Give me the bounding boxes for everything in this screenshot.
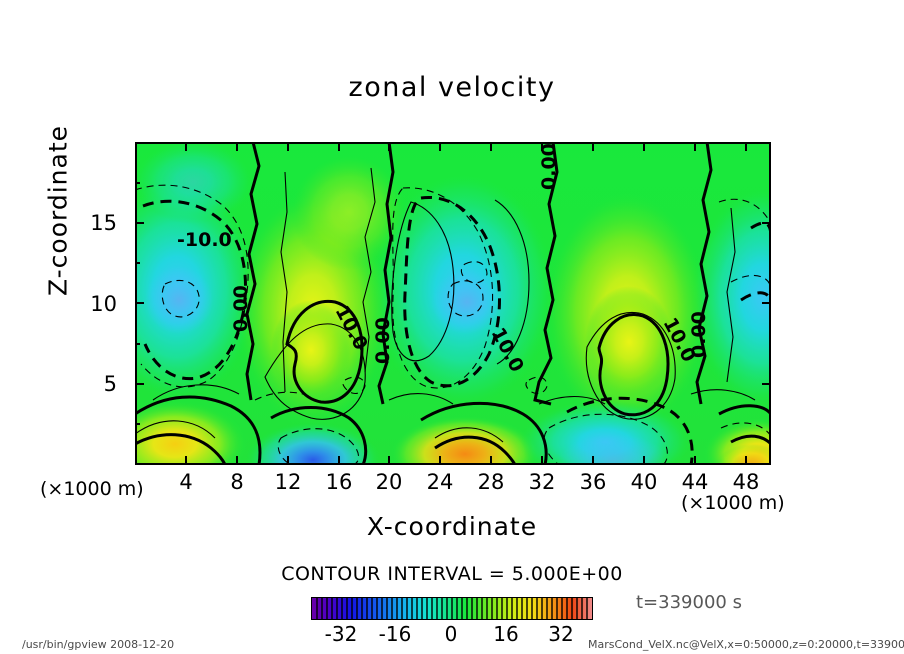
x-tick-label: 16: [325, 470, 353, 494]
y-axis-label: Z-coordinate: [43, 124, 73, 297]
footer-command-text: /usr/bin/gpview 2008-12-20: [22, 638, 175, 651]
colorbar-tick-label: 32: [548, 622, 574, 646]
x-tick-label: 8: [230, 470, 244, 494]
contour-label: 0.00: [538, 143, 560, 190]
page-title: zonal velocity: [348, 72, 556, 103]
color-field: [135, 142, 771, 465]
x-tick-label: 28: [477, 470, 505, 494]
colorbar-tick-label: 0: [444, 622, 458, 646]
contour-label: 0.00: [372, 317, 394, 364]
contour-interval-text: CONTOUR INTERVAL = 5.000E+00: [281, 563, 623, 585]
x-tick-label: 4: [179, 470, 193, 494]
contour-lines: [135, 142, 771, 465]
x-tick-label: 32: [528, 470, 556, 494]
colorbar-tick-label: -32: [324, 622, 358, 646]
colorbar: [311, 597, 593, 620]
timestamp-label: t=339000 s: [636, 592, 742, 613]
colorbar-tick-label: -16: [378, 622, 412, 646]
colorbar-band-separators: [316, 598, 588, 619]
contour-label: -10.0: [177, 229, 232, 251]
y-axis-unit: (×1000 m): [40, 478, 144, 500]
x-tick-label: 44: [681, 470, 709, 494]
contour-thick: [135, 142, 771, 465]
colorbar-tick-label: 16: [493, 622, 519, 646]
y-tick-label: 15: [90, 211, 117, 235]
contour-thin-solid: [135, 167, 756, 443]
contour-label: 0.00: [230, 285, 252, 332]
x-tick-label: 36: [579, 470, 607, 494]
x-tick-label: 24: [426, 470, 454, 494]
footer-source-text: MarsCond_VelX.nc@VelX,x=0:50000,z=0:2000…: [588, 638, 904, 651]
contour-label: 0.00: [688, 311, 710, 358]
y-tick-label: 10: [90, 292, 117, 316]
x-tick-label: 20: [375, 470, 403, 494]
x-tick-label: 48: [732, 470, 760, 494]
y-tick-label: 5: [103, 372, 117, 396]
x-tick-label: 40: [630, 470, 658, 494]
contour-plot-area: -10.0 0.00 10.0 0.00 0.00 10.0 10.0 0.00: [135, 142, 771, 465]
contour-thin-dashed: [135, 184, 771, 465]
x-tick-label: 12: [274, 470, 302, 494]
x-axis-label: X-coordinate: [366, 512, 538, 541]
x-axis-unit: (×1000 m): [681, 492, 785, 514]
